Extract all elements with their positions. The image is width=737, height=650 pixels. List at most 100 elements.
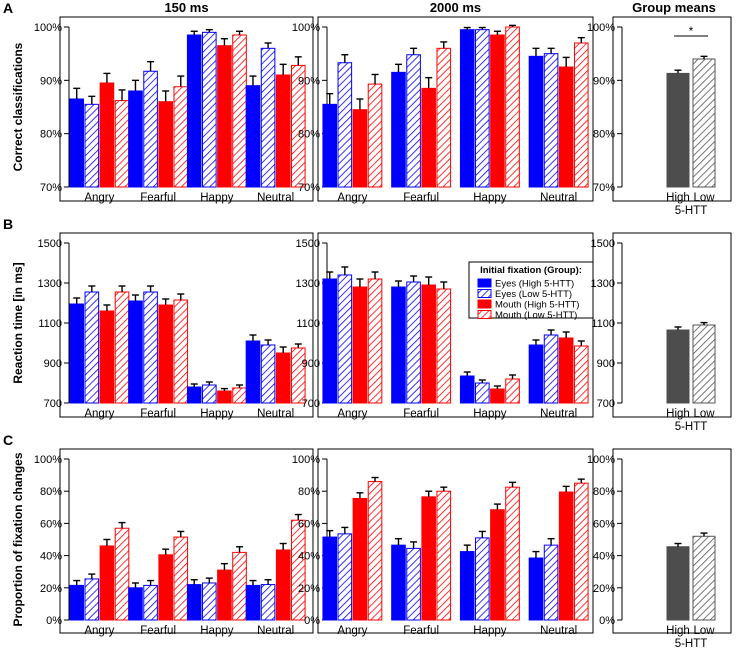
bar	[84, 578, 100, 621]
bar	[232, 387, 247, 404]
chart-panel-C-2: 0% 20% 40% 60% 80% 100% Angry Fearful Happy Neutr…	[292, 448, 594, 637]
category-label: Angry	[337, 192, 367, 204]
y-tick-label: 80%	[298, 486, 320, 498]
y-tick-label: 100%	[587, 22, 615, 34]
bar	[528, 344, 544, 404]
bar	[352, 109, 368, 188]
y-tick-label: 70%	[298, 182, 320, 194]
group-bar	[692, 324, 716, 404]
bar	[421, 284, 436, 404]
bar	[352, 497, 368, 621]
y-tick-label: 80%	[593, 129, 615, 141]
category-label: Happy	[200, 625, 233, 637]
y-tick-label: 900	[302, 358, 320, 370]
bar	[543, 53, 559, 188]
y-tick-label: 0%	[304, 615, 320, 627]
y-tick-label: 100%	[587, 454, 615, 466]
bar	[475, 537, 490, 621]
category-label: Angry	[84, 192, 114, 204]
category-label: Low	[693, 408, 715, 420]
category-label: Happy	[200, 192, 233, 204]
bar	[99, 82, 115, 188]
bar	[436, 288, 452, 404]
y-tick-label: 40%	[593, 551, 615, 563]
y-tick-label: 80%	[40, 486, 62, 498]
y-tick-label: 700	[44, 398, 62, 410]
y-tick-label: 40%	[298, 551, 320, 563]
y-tick-label: 1100	[38, 318, 62, 330]
bar	[475, 29, 490, 188]
bar	[202, 582, 217, 621]
category-label: Fearful	[403, 408, 439, 420]
bar	[128, 300, 143, 404]
bar	[337, 62, 353, 188]
bar	[558, 491, 574, 621]
bar	[158, 554, 173, 621]
category-label: Happy	[200, 408, 233, 420]
bar	[217, 569, 232, 621]
y-tick-label: 1500	[296, 238, 320, 250]
bar	[490, 388, 505, 404]
bar	[367, 481, 383, 621]
bar	[290, 347, 306, 404]
panel-frame	[59, 16, 314, 202]
bar	[367, 83, 383, 188]
legend-entry: Mouth (Low 5-HTT)	[495, 310, 577, 321]
panel-title: Group means	[632, 0, 716, 15]
y-tick-label: 100%	[34, 22, 62, 34]
y-tick-label: 90%	[40, 75, 62, 87]
y-tick-label: 1300	[591, 278, 615, 290]
y-tick-label: 1500	[591, 238, 615, 250]
bar	[391, 544, 406, 621]
y-tick-label: 20%	[593, 583, 615, 595]
category-label: Angry	[84, 408, 114, 420]
y-tick-label: 1300	[296, 278, 320, 290]
category-label: Low	[693, 192, 715, 204]
y-tick-label: 90%	[298, 75, 320, 87]
bar	[114, 100, 130, 188]
bar	[202, 384, 217, 404]
category-label: Low	[693, 625, 715, 637]
y-tick-label: 700	[302, 398, 320, 410]
x-axis-label: 5-HTT	[675, 638, 708, 650]
y-tick-label: 20%	[40, 583, 62, 595]
y-tick-label: 60%	[593, 518, 615, 530]
panel-frame	[317, 16, 594, 202]
y-tick-label: 0%	[599, 615, 615, 627]
bar	[573, 482, 589, 621]
bar	[245, 340, 261, 404]
category-label: Fearful	[140, 625, 176, 637]
bar	[128, 587, 143, 621]
category-label: Happy	[473, 408, 506, 420]
panel-letter: A	[3, 0, 13, 16]
category-label: Neutral	[257, 192, 294, 204]
bar	[128, 90, 143, 188]
bar	[406, 547, 421, 621]
bar	[505, 486, 520, 621]
category-label: Neutral	[540, 192, 577, 204]
y-axis-label: Correct classifications	[11, 42, 25, 171]
group-bar	[666, 546, 690, 621]
y-tick-label: 70%	[40, 182, 62, 194]
bar	[436, 47, 452, 188]
group-bar	[692, 58, 716, 188]
bar	[217, 390, 232, 404]
bar	[490, 509, 505, 621]
y-tick-label: 1100	[296, 318, 320, 330]
bar	[260, 584, 276, 621]
bar	[322, 103, 338, 188]
legend-swatch	[477, 310, 492, 319]
bar	[114, 527, 130, 621]
bar	[337, 274, 353, 404]
bar	[173, 86, 189, 188]
y-tick-label: 80%	[40, 129, 62, 141]
group-bar	[692, 535, 716, 621]
bar	[186, 386, 202, 404]
bar	[232, 34, 247, 188]
bar	[459, 375, 475, 404]
legend-entry: Eyes (High 5-HTT)	[495, 279, 574, 290]
y-tick-label: 90%	[593, 75, 615, 87]
panel-letter: B	[3, 216, 13, 232]
